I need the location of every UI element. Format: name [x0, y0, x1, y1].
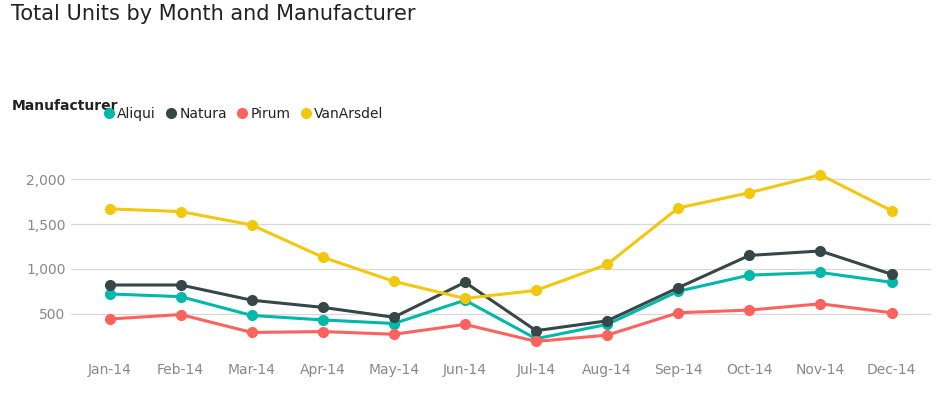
Aliqui: [602, 322, 613, 327]
Natura: [885, 272, 897, 277]
Natura: [744, 253, 755, 258]
VanArsdel: [246, 222, 258, 227]
Natura: [246, 298, 258, 303]
VanArsdel: [673, 206, 684, 211]
Natura: [530, 328, 541, 333]
Line: VanArsdel: VanArsdel: [104, 170, 897, 303]
Line: Natura: Natura: [104, 246, 897, 335]
Natura: [317, 305, 328, 310]
Aliqui: [673, 289, 684, 294]
Aliqui: [246, 313, 258, 318]
Aliqui: [885, 280, 897, 285]
Legend: Aliqui, Natura, Pirum, VanArsdel: Aliqui, Natura, Pirum, VanArsdel: [99, 102, 389, 127]
Aliqui: [317, 318, 328, 323]
Aliqui: [388, 321, 400, 326]
VanArsdel: [460, 296, 471, 301]
Text: Total Units by Month and Manufacturer: Total Units by Month and Manufacturer: [11, 4, 415, 24]
Pirum: [602, 332, 613, 337]
VanArsdel: [104, 206, 116, 211]
Aliqui: [175, 294, 186, 299]
Pirum: [885, 310, 897, 315]
Natura: [673, 285, 684, 290]
VanArsdel: [530, 288, 541, 293]
Aliqui: [815, 270, 826, 275]
Pirum: [673, 310, 684, 315]
Pirum: [388, 332, 400, 337]
Pirum: [317, 329, 328, 334]
Line: Pirum: Pirum: [104, 299, 897, 346]
Pirum: [175, 312, 186, 317]
Text: Manufacturer: Manufacturer: [11, 99, 118, 113]
Natura: [460, 280, 471, 285]
Pirum: [815, 301, 826, 306]
Natura: [602, 318, 613, 323]
Aliqui: [744, 273, 755, 278]
VanArsdel: [815, 172, 826, 177]
Natura: [104, 283, 116, 288]
VanArsdel: [602, 262, 613, 267]
Pirum: [530, 339, 541, 344]
Pirum: [460, 322, 471, 327]
Pirum: [744, 308, 755, 313]
VanArsdel: [175, 209, 186, 214]
Aliqui: [104, 291, 116, 296]
VanArsdel: [388, 279, 400, 284]
Pirum: [104, 316, 116, 321]
Pirum: [246, 330, 258, 335]
Line: Aliqui: Aliqui: [104, 268, 897, 344]
Aliqui: [460, 298, 471, 303]
VanArsdel: [885, 208, 897, 213]
VanArsdel: [744, 190, 755, 195]
Natura: [175, 283, 186, 288]
Natura: [388, 315, 400, 320]
VanArsdel: [317, 255, 328, 260]
Aliqui: [530, 336, 541, 341]
Natura: [815, 248, 826, 253]
